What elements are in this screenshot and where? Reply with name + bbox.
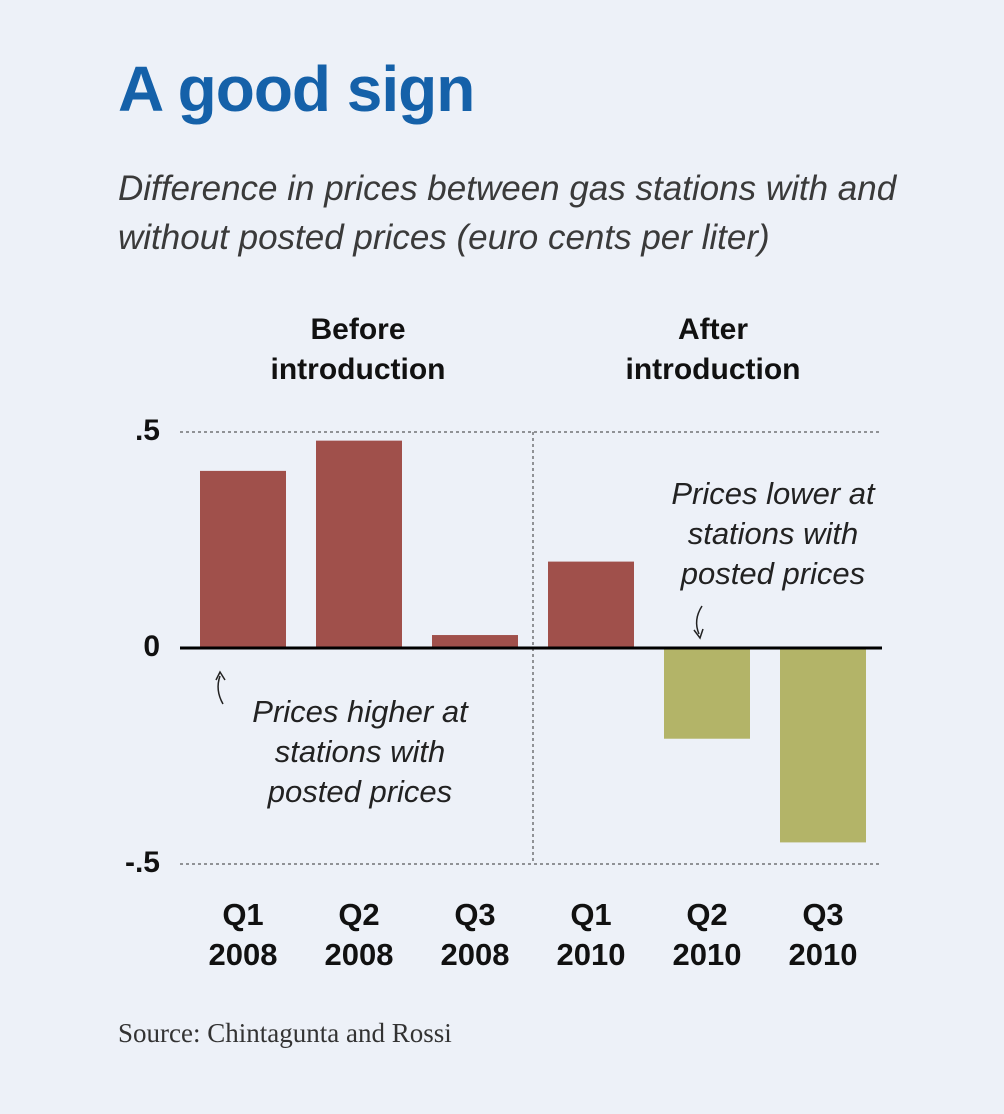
x-tick-label: Q1 2008: [208, 897, 278, 972]
bar: [432, 635, 518, 648]
group-label: Before introduction: [270, 313, 446, 386]
source: Source: Chintagunta and Rossi: [118, 1018, 452, 1048]
x-tick-label: Q2 2010: [672, 897, 742, 972]
arrow: [217, 675, 224, 705]
chart-subtitle: Difference in prices between gas station…: [118, 169, 897, 257]
annotation: Prices lower at stations with posted pri…: [671, 476, 875, 591]
bar: [548, 561, 634, 648]
bar: [780, 648, 866, 843]
group-label: After introduction: [625, 313, 801, 386]
x-tick-label: Q1 2010: [556, 897, 626, 972]
x-tick-label: Q3 2008: [440, 897, 510, 972]
y-tick-label: 0: [143, 630, 160, 663]
bar: [200, 470, 286, 648]
arrow: [695, 605, 703, 635]
x-tick-label: Q2 2008: [324, 897, 394, 972]
annotation: Prices higher at stations with posted pr…: [252, 694, 468, 809]
arrow-head: [215, 670, 226, 681]
y-tick-label: .5: [135, 414, 160, 447]
bar: [316, 440, 402, 648]
chart-title: A good sign: [118, 53, 475, 125]
x-tick-label: Q3 2010: [788, 897, 858, 972]
arrow-head: [693, 628, 704, 640]
bar: [664, 648, 750, 739]
y-tick-label: -.5: [125, 846, 160, 879]
